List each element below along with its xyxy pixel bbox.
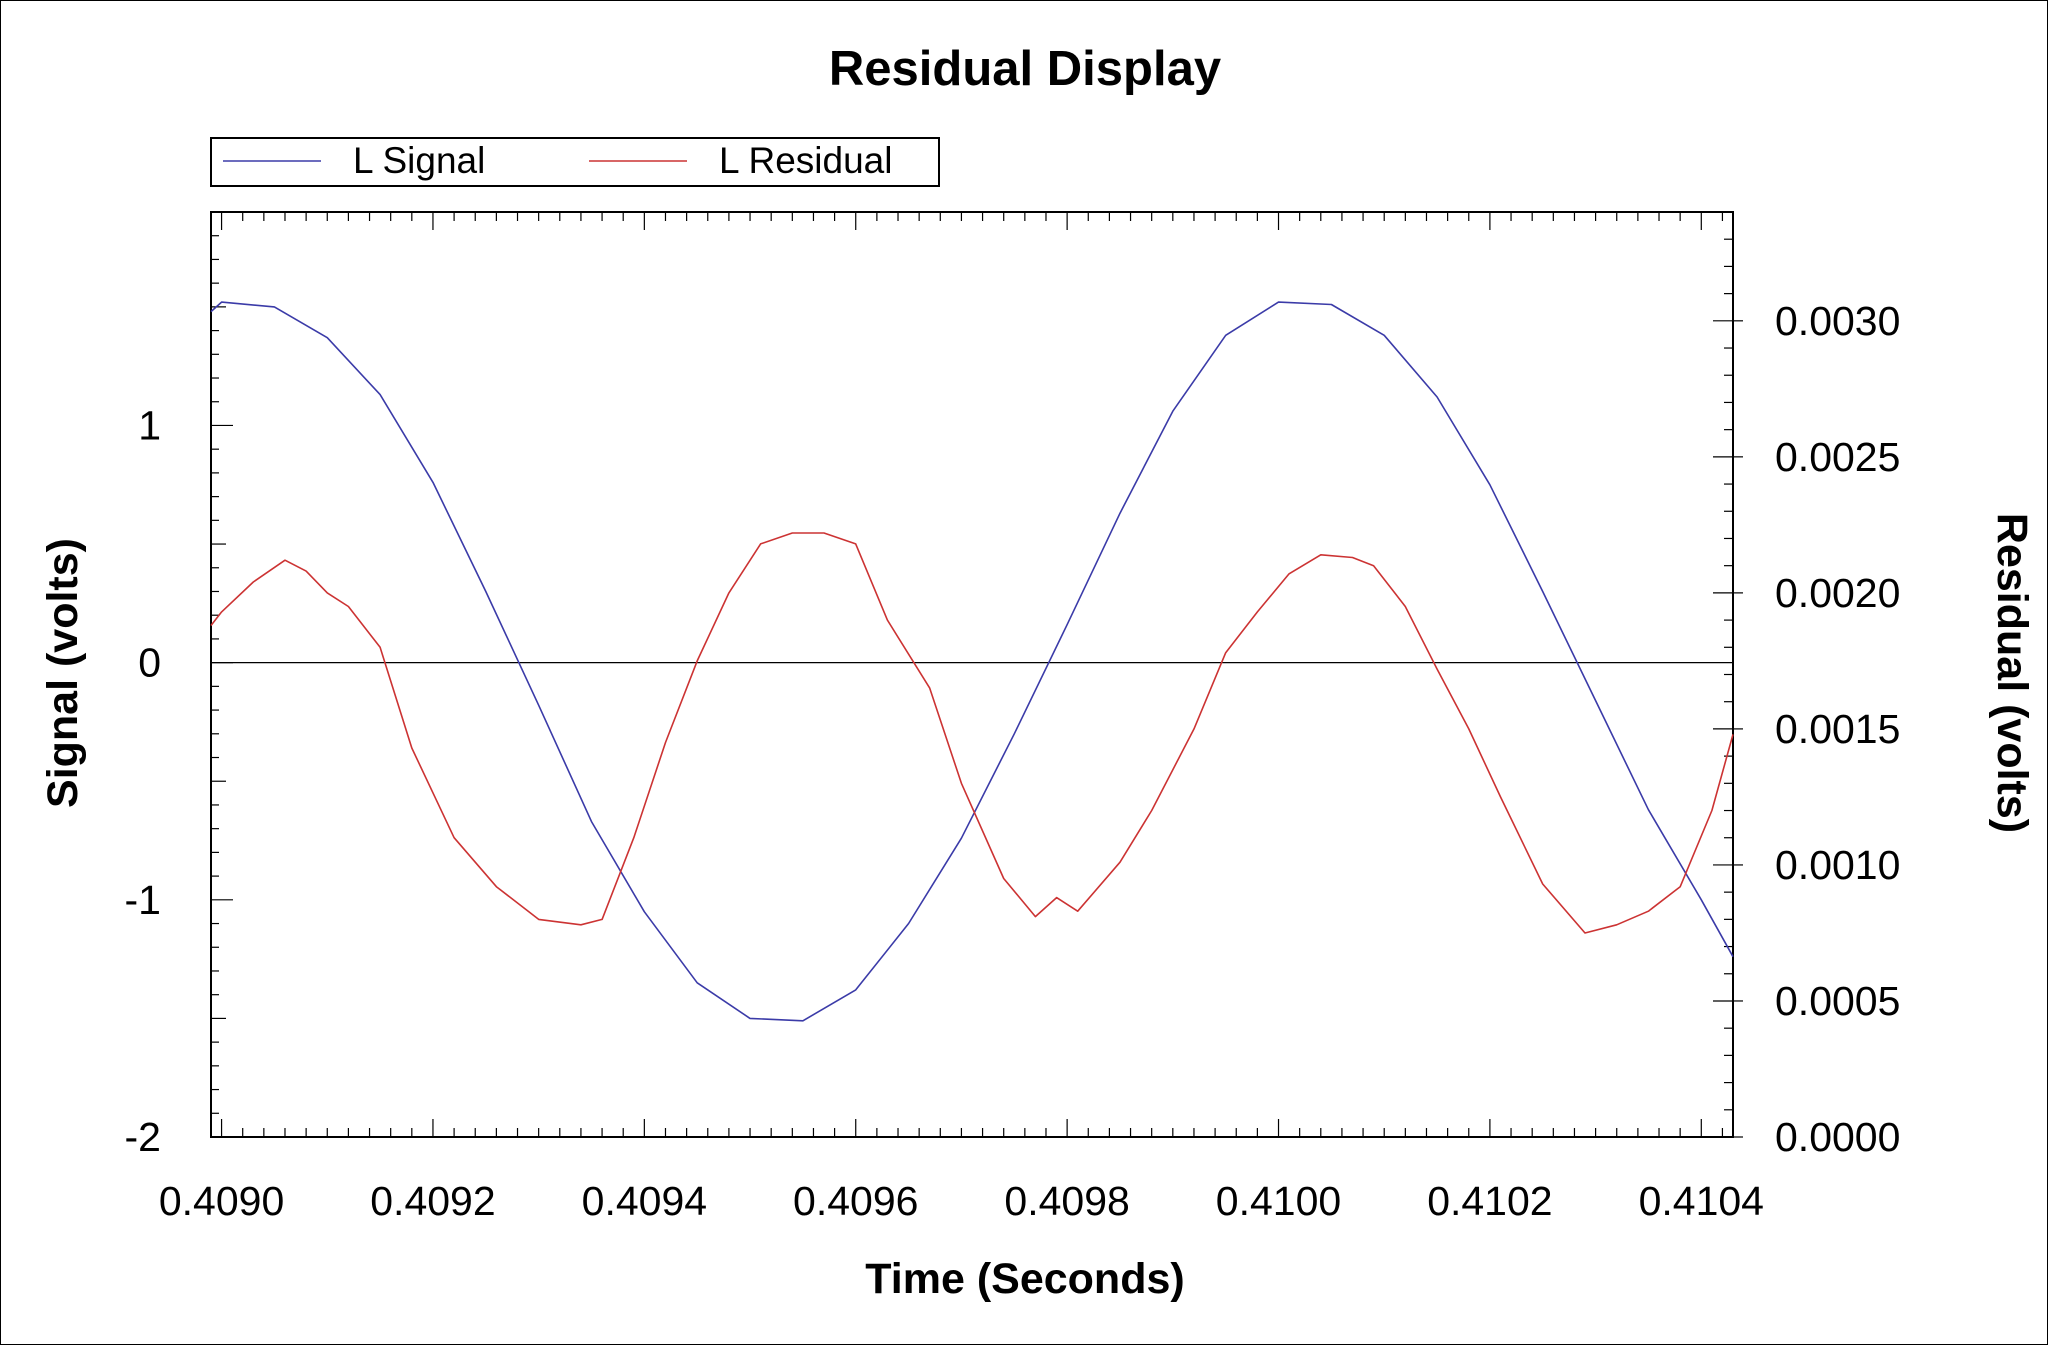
y-left-tick-label: 0 [138,640,161,686]
y-right-tick-label: 0.0020 [1775,570,1900,616]
y-right-tick-label: 0.0030 [1775,298,1900,344]
x-tick-label: 0.4102 [1427,1178,1552,1224]
y-right-tick-label: 0.0010 [1775,842,1900,888]
x-tick-label: 0.4096 [793,1178,918,1224]
series-layer [210,301,1734,1022]
x-axis-title: Time (Seconds) [865,1255,1184,1303]
axis-tick-labels: 0.4090 0.4092 0.4094 0.4096 0.4098 0.4100 0.41… [125,298,1901,1224]
legend-label-residual: L Residual [719,140,892,181]
legend: L Signal L Residual [210,137,940,187]
y-left-tick-label: -2 [125,1114,161,1160]
y-right-tick-label: 0.0015 [1775,706,1900,752]
x-tick-label: 0.4098 [1004,1178,1129,1224]
x-tick-label: 0.4100 [1216,1178,1341,1224]
x-tick-label: 0.4090 [159,1178,284,1224]
y-right-tick-label: 0.0000 [1775,1114,1900,1160]
series-line-l-signal [210,301,1734,1022]
y-axis-left-title: Signal (volts) [39,538,87,808]
chart-title: Residual Display [829,42,1221,96]
axis-ticks [211,211,1743,1138]
y-axis-right-title: Residual (volts) [1988,513,2036,833]
y-right-tick-label: 0.0025 [1775,434,1900,480]
x-tick-label: 0.4092 [370,1178,495,1224]
legend-box [210,137,940,187]
y-right-tick-label: 0.0005 [1775,978,1900,1024]
series-line-l-residual [210,532,1734,934]
legend-label-signal: L Signal [353,140,485,181]
y-left-tick-label: 1 [138,402,161,448]
x-tick-label: 0.4104 [1639,1178,1764,1224]
plot-area [210,211,1734,1138]
y-left-tick-label: -1 [125,877,161,923]
x-tick-label: 0.4094 [582,1178,707,1224]
